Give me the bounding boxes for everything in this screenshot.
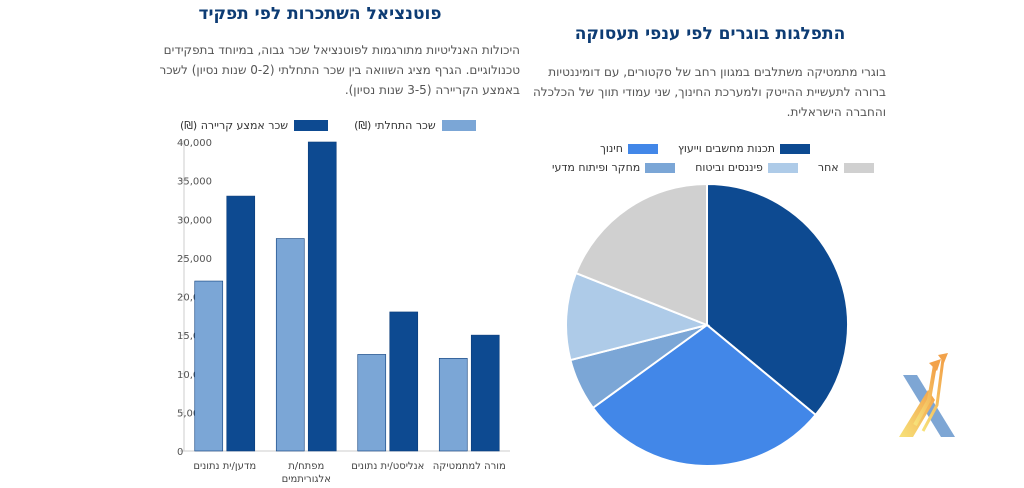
salary-chart-description: היכולות האנליטיות מתורגמות לפוטנציאל שכר… <box>159 43 520 97</box>
pie-legend-label-education: חינוך <box>600 142 623 155</box>
pie-legend-swatch-research <box>645 162 676 173</box>
salary-chart-title: פוטנציאל השתכרות לפי תפקיד <box>198 4 442 24</box>
pie-legend-row-1: תכנות מחשבים וייעוץ חינוך <box>600 142 810 155</box>
bar-mid-career-1 <box>307 141 337 452</box>
x-category-label: אלגוריתמים <box>282 474 331 485</box>
pie-legend-label-research: מחקר ופיתוח מדעי <box>552 161 641 174</box>
bar-starting-1 <box>275 238 305 452</box>
pie-legend-swatch-finance <box>767 162 798 173</box>
pie-legend-swatch-programming <box>779 143 810 154</box>
pie-slice-1 <box>591 323 818 467</box>
legend-label-mid-career: שכר אמצע קריירה (₪) <box>180 119 289 132</box>
pie-slice-0 <box>706 182 849 417</box>
y-tick-label: 25,000 <box>177 254 212 265</box>
bar-mid-career-0 <box>226 195 256 452</box>
salary-panel: פוטנציאל השתכרות לפי תפקיד היכולות האנלי… <box>120 0 520 488</box>
y-tick-label: 0 <box>177 447 183 458</box>
y-tick-label: 40,000 <box>177 138 212 149</box>
sectors-chart-description: בוגרי מתמטיקה משתלבים במגוון רחב של סקטו… <box>532 65 886 119</box>
pie-legend-label-finance: פיננסים וביטוח <box>695 161 763 174</box>
y-tick-label: 30,000 <box>177 215 212 226</box>
pie-legend-swatch-education <box>627 143 658 154</box>
pie-legend-label-other: אחר <box>817 161 839 174</box>
bar-mid-career-3 <box>470 334 500 452</box>
x-category-label: מדען/ית נתונים <box>193 461 256 472</box>
legend-item-mid-career-salary: שכר אמצע קריירה (₪) <box>180 119 329 132</box>
bar-starting-0 <box>194 280 224 452</box>
legend-label-starting: שכר התחלתי (₪) <box>354 119 436 132</box>
pie-legend-item-finance: פיננסים וביטוח <box>695 161 798 174</box>
legend-item-starting-salary: שכר התחלתי (₪) <box>354 119 476 132</box>
x-category-label: מורה למתמטיקה <box>433 461 506 472</box>
bar-starting-3 <box>438 357 468 452</box>
legend-swatch-mid-career <box>294 120 329 131</box>
pie-chart <box>565 182 849 467</box>
legend-swatch-starting <box>441 120 476 131</box>
y-tick-label: 5,000 <box>177 408 206 419</box>
x-category-label: מפתח/ת <box>288 461 324 472</box>
bar-starting-2 <box>357 354 387 452</box>
pie-legend-item-education: חינוך <box>600 142 658 155</box>
pie-legend-swatch-other <box>843 162 874 173</box>
pie-slice-4 <box>574 182 708 327</box>
pie-slice-3 <box>565 271 711 362</box>
sectors-chart-title: התפלגות בוגרים לפי ענפי תעסוקה <box>574 24 846 44</box>
pie-legend-label-programming: תכנות מחשבים וייעוץ <box>677 142 775 155</box>
x-category-label: אנליסט/ית נתונים <box>351 461 424 472</box>
pie-legend-row-2: אחר פיננסים וביטוח מחקר ופיתוח מדעי <box>552 161 874 174</box>
pie-legend-item-other: אחר <box>818 161 874 174</box>
y-tick-label: 35,000 <box>177 177 212 188</box>
bar-mid-career-2 <box>389 311 419 452</box>
bar-chart: 05,00010,00015,00020,00025,00030,00035,0… <box>177 138 510 485</box>
logo-icon <box>899 353 955 437</box>
pie-legend-item-research: מחקר ופיתוח מדעי <box>552 161 676 174</box>
sectors-panel: התפלגות בוגרים לפי ענפי תעסוקה בוגרי מתמ… <box>520 0 900 488</box>
pie-legend-item-programming: תכנות מחשבים וייעוץ <box>678 142 810 155</box>
bar-legend: שכר התחלתי (₪) שכר אמצע קריירה (₪) <box>180 119 476 132</box>
